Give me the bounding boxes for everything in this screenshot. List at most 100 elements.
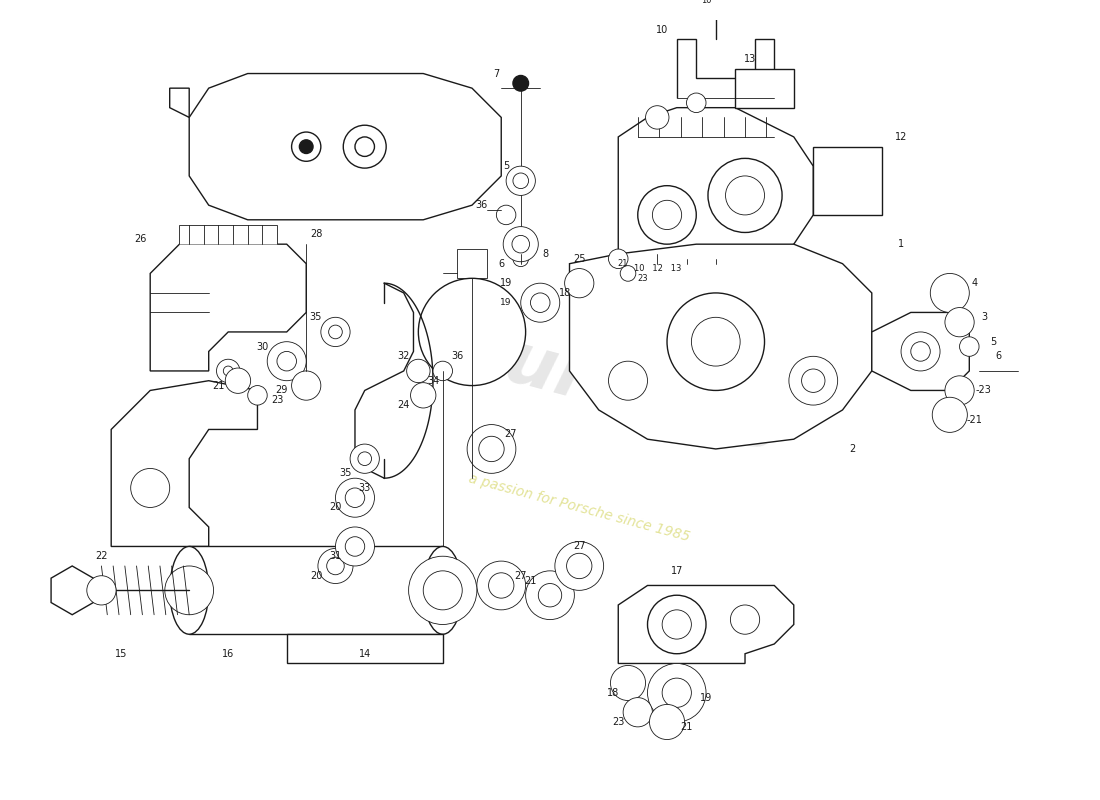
Text: 34: 34: [427, 376, 439, 386]
Polygon shape: [179, 225, 277, 244]
Text: 6: 6: [996, 351, 1002, 362]
Text: 7: 7: [493, 69, 499, 78]
Text: 10: 10: [701, 0, 712, 5]
Circle shape: [165, 566, 213, 614]
Text: 36: 36: [475, 200, 488, 210]
Circle shape: [667, 293, 764, 390]
Text: 8: 8: [542, 249, 548, 259]
Circle shape: [608, 361, 648, 400]
Text: 27: 27: [573, 542, 585, 551]
Text: 32: 32: [397, 351, 410, 362]
Polygon shape: [735, 69, 794, 108]
Text: a passion for Porsche since 1985: a passion for Porsche since 1985: [468, 471, 692, 544]
Text: 3: 3: [981, 312, 987, 322]
Polygon shape: [189, 74, 502, 220]
Circle shape: [789, 356, 838, 405]
Polygon shape: [111, 381, 257, 546]
Text: 28: 28: [310, 230, 322, 239]
Polygon shape: [287, 634, 442, 663]
Circle shape: [223, 366, 233, 376]
Circle shape: [901, 332, 940, 371]
Text: 18: 18: [607, 688, 619, 698]
Circle shape: [692, 318, 740, 366]
Circle shape: [520, 283, 560, 322]
Circle shape: [410, 382, 436, 408]
Circle shape: [408, 556, 477, 625]
Polygon shape: [189, 546, 442, 634]
Circle shape: [350, 444, 380, 474]
Text: 20: 20: [310, 570, 322, 581]
Circle shape: [931, 274, 969, 313]
Circle shape: [336, 527, 374, 566]
Polygon shape: [169, 88, 189, 118]
Text: 19: 19: [500, 298, 512, 307]
Text: 1: 1: [898, 239, 904, 249]
Circle shape: [932, 398, 967, 432]
Circle shape: [496, 205, 516, 225]
Circle shape: [358, 452, 372, 466]
Text: 21: 21: [618, 259, 628, 268]
Polygon shape: [570, 244, 872, 449]
Text: 35: 35: [310, 312, 322, 322]
Polygon shape: [872, 313, 969, 390]
Text: 25: 25: [573, 254, 585, 264]
Circle shape: [506, 166, 536, 195]
Circle shape: [299, 140, 314, 154]
Circle shape: [610, 666, 646, 701]
Circle shape: [513, 75, 528, 91]
Circle shape: [648, 663, 706, 722]
Circle shape: [646, 106, 669, 129]
Circle shape: [345, 537, 365, 556]
Circle shape: [708, 158, 782, 233]
Circle shape: [329, 325, 342, 338]
Text: 35: 35: [339, 468, 351, 478]
Circle shape: [131, 469, 169, 507]
Circle shape: [711, 0, 720, 10]
Text: 13: 13: [744, 54, 756, 64]
FancyBboxPatch shape: [458, 249, 486, 278]
Circle shape: [503, 226, 538, 262]
Text: 21: 21: [680, 722, 693, 732]
Text: europes: europes: [450, 314, 786, 466]
Circle shape: [538, 583, 562, 607]
Circle shape: [424, 571, 462, 610]
Circle shape: [649, 705, 684, 739]
Text: 26: 26: [134, 234, 146, 244]
Text: -23: -23: [976, 386, 992, 395]
Circle shape: [648, 595, 706, 654]
Circle shape: [292, 132, 321, 162]
Text: 21: 21: [212, 381, 224, 390]
Text: 33: 33: [359, 483, 371, 493]
Text: 20: 20: [329, 502, 342, 513]
Ellipse shape: [424, 546, 462, 634]
Circle shape: [478, 436, 504, 462]
Text: 6: 6: [498, 258, 504, 269]
Circle shape: [343, 126, 386, 168]
Circle shape: [530, 293, 550, 313]
Circle shape: [686, 93, 706, 113]
Text: 23: 23: [612, 717, 625, 727]
Circle shape: [318, 549, 353, 583]
Circle shape: [433, 361, 452, 381]
Circle shape: [911, 342, 931, 361]
Circle shape: [959, 337, 979, 356]
Text: 15: 15: [114, 649, 128, 658]
Text: 27: 27: [515, 570, 527, 581]
Circle shape: [945, 307, 975, 337]
Circle shape: [468, 425, 516, 474]
Circle shape: [418, 278, 526, 386]
Circle shape: [512, 235, 529, 253]
Polygon shape: [51, 566, 94, 614]
Text: 14: 14: [359, 649, 371, 658]
Text: 31: 31: [329, 551, 342, 562]
Circle shape: [945, 376, 975, 405]
Circle shape: [488, 573, 514, 598]
Circle shape: [327, 557, 344, 574]
Text: 5: 5: [991, 337, 997, 346]
Text: 24: 24: [397, 400, 410, 410]
Circle shape: [267, 342, 306, 381]
Circle shape: [564, 269, 594, 298]
Circle shape: [355, 137, 374, 157]
Polygon shape: [618, 586, 794, 663]
Text: 21: 21: [525, 575, 537, 586]
